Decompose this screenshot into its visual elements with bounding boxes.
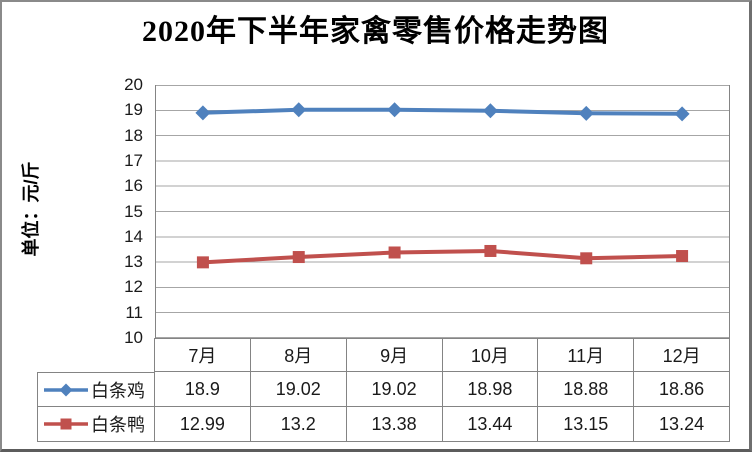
data-point-marker <box>196 256 209 269</box>
legend-series-name: 白条鸡 <box>91 380 145 401</box>
data-point-marker <box>292 251 305 264</box>
y-tick-label: 11 <box>125 302 143 322</box>
plot-area <box>155 85 730 338</box>
data-point-marker <box>195 105 211 121</box>
month-header-cell: 9月 <box>346 338 443 372</box>
value-cell: 19.02 <box>346 372 443 407</box>
y-tick-label: 10 <box>124 328 143 347</box>
y-tick-label: 14 <box>124 226 143 246</box>
legend-key-diamond-icon <box>44 383 88 396</box>
y-tick-label: 16 <box>124 176 143 196</box>
value-cell: 13.38 <box>346 407 443 442</box>
data-point-marker <box>291 102 307 118</box>
value-cell: 18.86 <box>634 372 730 407</box>
month-header-cell: 8月 <box>250 338 347 372</box>
y-tick-label: 12 <box>124 277 143 297</box>
y-tick-label: 13 <box>124 252 143 272</box>
y-tick-label: 15 <box>124 201 143 221</box>
y-tick-label: 18 <box>124 125 143 145</box>
data-point-marker <box>580 252 593 265</box>
month-header-cell: 7月 <box>155 338 251 372</box>
data-point-marker <box>388 246 401 259</box>
data-table: 7月 8月 9月 10月 11月 12月 白条鸡 18.9 19.02 19.02 18.98 18.… <box>37 338 730 442</box>
y-tick-label: 19 <box>124 100 143 120</box>
data-point-marker <box>484 244 497 257</box>
month-header-cell: 11月 <box>538 338 635 372</box>
value-cell: 18.98 <box>442 372 539 407</box>
y-axis-tick-labels: 20 19 18 17 16 15 14 13 12 11 10 <box>93 2 143 449</box>
value-cell: 18.88 <box>538 372 635 407</box>
value-cell: 13.24 <box>634 407 730 442</box>
value-cell: 13.2 <box>250 407 347 442</box>
y-axis-title: 单位：元/斤 <box>21 161 41 257</box>
value-cell: 12.99 <box>155 407 251 442</box>
legend-cell: 白条鸭 <box>37 407 155 442</box>
y-tick-label: 17 <box>124 150 143 170</box>
value-cell: 18.9 <box>155 372 251 407</box>
plot-border <box>155 85 730 338</box>
data-point-marker <box>387 102 403 118</box>
value-cell: 19.02 <box>250 372 347 407</box>
month-header-cell: 12月 <box>634 338 730 372</box>
series-line-0 <box>200 107 685 116</box>
data-point-marker <box>482 103 498 119</box>
chart-title: 2020年下半年家禽零售价格走势图 <box>142 15 609 48</box>
value-cell: 13.44 <box>442 407 539 442</box>
data-point-marker <box>578 105 594 121</box>
series-line-1 <box>200 249 685 265</box>
data-point-marker <box>674 106 690 122</box>
legend-series-name: 白条鸭 <box>91 415 145 435</box>
value-cell: 13.15 <box>538 407 635 442</box>
legend-blank-cell <box>37 338 155 372</box>
y-tick-label: 20 <box>124 75 143 94</box>
data-point-marker <box>676 250 689 263</box>
gridlines <box>155 85 730 338</box>
legend-cell: 白条鸡 <box>37 372 155 407</box>
month-header-cell: 10月 <box>442 338 539 372</box>
legend-key-square-icon <box>44 418 88 430</box>
